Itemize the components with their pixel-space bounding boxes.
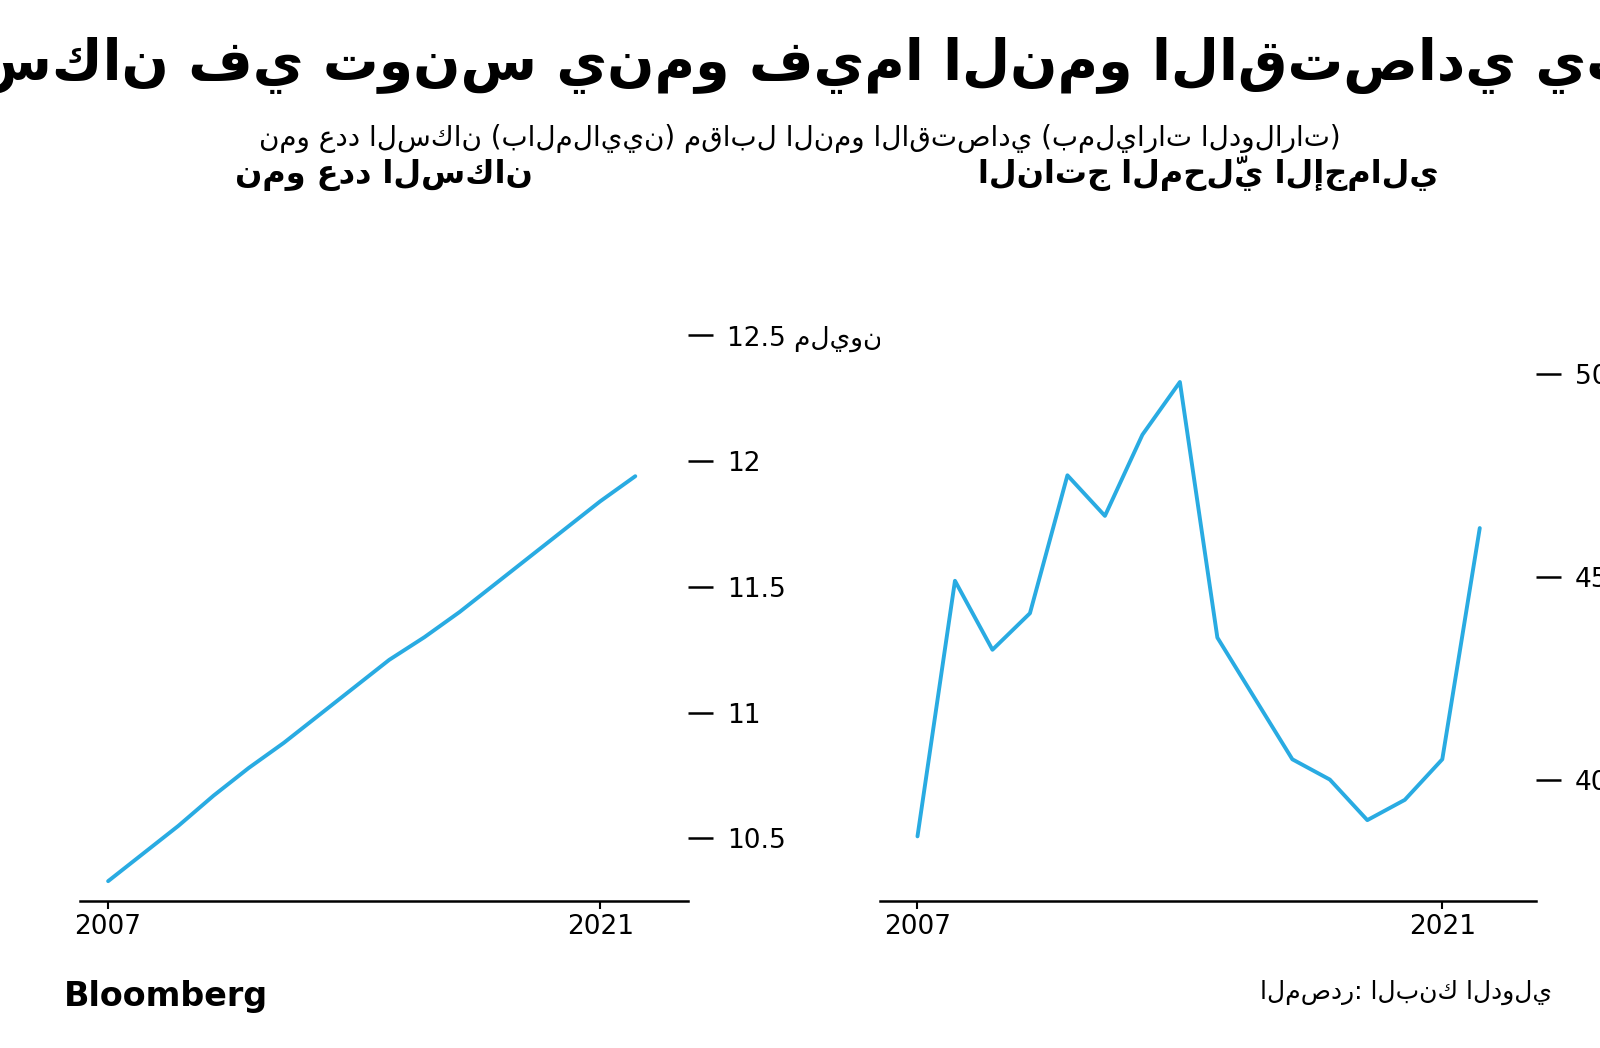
Text: Bloomberg: Bloomberg xyxy=(64,980,269,1012)
Text: الناتج المحلّي الإجمالي: الناتج المحلّي الإجمالي xyxy=(978,155,1438,191)
Text: عدد السكان في تونس ينمو فيما النمو الاقتصادي يتقهقر: عدد السكان في تونس ينمو فيما النمو الاقت… xyxy=(0,37,1600,93)
Text: نمو عدد السكان (بالملايين) مقابل النمو الاقتصادي (بمليارات الدولارات): نمو عدد السكان (بالملايين) مقابل النمو ا… xyxy=(259,124,1341,153)
Text: نمو عدد السكان: نمو عدد السكان xyxy=(235,158,533,191)
Text: المصدر: البنك الدولي: المصدر: البنك الدولي xyxy=(1261,980,1552,1005)
